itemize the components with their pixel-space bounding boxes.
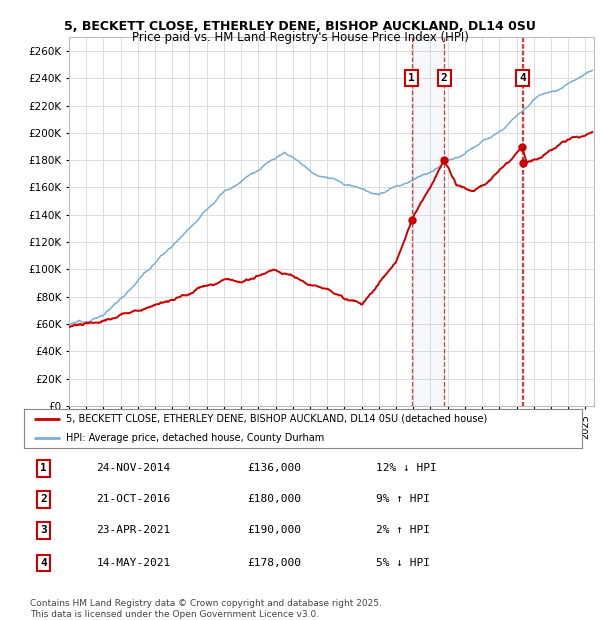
Text: £178,000: £178,000 <box>247 558 301 568</box>
Text: 1: 1 <box>40 463 47 473</box>
Text: 9% ↑ HPI: 9% ↑ HPI <box>376 494 430 505</box>
Text: 3: 3 <box>40 526 47 536</box>
Text: 5, BECKETT CLOSE, ETHERLEY DENE, BISHOP AUCKLAND, DL14 0SU: 5, BECKETT CLOSE, ETHERLEY DENE, BISHOP … <box>64 20 536 33</box>
Text: 1: 1 <box>408 73 415 83</box>
Text: 4: 4 <box>520 73 526 83</box>
Text: 2: 2 <box>40 494 47 505</box>
Text: £190,000: £190,000 <box>247 526 301 536</box>
Text: 21-OCT-2016: 21-OCT-2016 <box>97 494 171 505</box>
Text: Contains HM Land Registry data © Crown copyright and database right 2025.
This d: Contains HM Land Registry data © Crown c… <box>30 600 382 619</box>
Text: 2% ↑ HPI: 2% ↑ HPI <box>376 526 430 536</box>
Text: 14-MAY-2021: 14-MAY-2021 <box>97 558 171 568</box>
Text: 24-NOV-2014: 24-NOV-2014 <box>97 463 171 473</box>
Text: 23-APR-2021: 23-APR-2021 <box>97 526 171 536</box>
Text: 5, BECKETT CLOSE, ETHERLEY DENE, BISHOP AUCKLAND, DL14 0SU (detached house): 5, BECKETT CLOSE, ETHERLEY DENE, BISHOP … <box>66 414 487 424</box>
Text: 4: 4 <box>40 558 47 568</box>
Text: HPI: Average price, detached house, County Durham: HPI: Average price, detached house, Coun… <box>66 433 324 443</box>
Text: 5% ↓ HPI: 5% ↓ HPI <box>376 558 430 568</box>
Text: 2: 2 <box>441 73 448 83</box>
Text: Price paid vs. HM Land Registry's House Price Index (HPI): Price paid vs. HM Land Registry's House … <box>131 31 469 44</box>
Text: 12% ↓ HPI: 12% ↓ HPI <box>376 463 436 473</box>
Text: £180,000: £180,000 <box>247 494 301 505</box>
Text: £136,000: £136,000 <box>247 463 301 473</box>
Bar <box>412 37 444 406</box>
